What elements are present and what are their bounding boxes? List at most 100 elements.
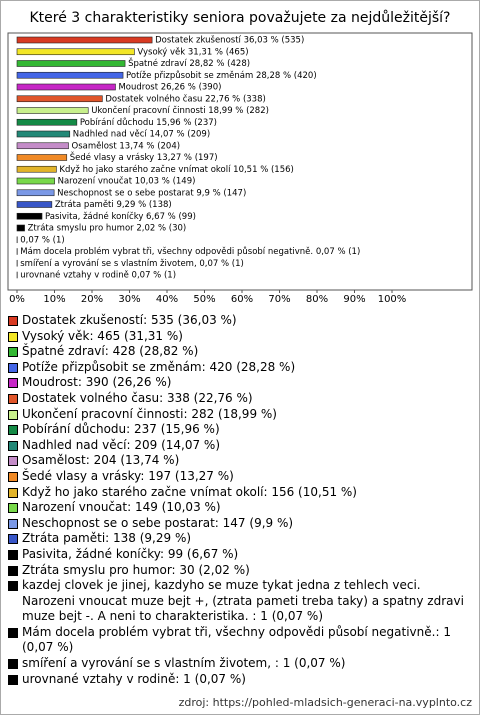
bar <box>16 177 55 185</box>
x-tick-label: 80% <box>306 294 328 305</box>
legend-swatch <box>8 393 18 404</box>
legend-swatch <box>8 518 18 529</box>
bar <box>16 95 103 103</box>
legend-swatch <box>8 627 18 638</box>
bar <box>16 48 135 56</box>
legend-label: Moudrost: 390 (26,26 %) <box>22 375 172 390</box>
legend-item: Mám docela problém vybrat tři, všechny o… <box>8 625 470 656</box>
legend-item: Ztráta paměti: 138 (9,29 %) <box>8 531 470 547</box>
legend-label: Pasivita, žádné koníčky: 99 (6,67 %) <box>22 546 239 561</box>
legend-label: Vysoký věk: 465 (31,31 %) <box>22 328 183 343</box>
bar <box>16 36 153 44</box>
bar <box>16 201 53 208</box>
plot-frame <box>7 32 473 291</box>
legend-item: Špatné zdraví: 428 (28,82 %) <box>8 344 470 360</box>
bar <box>16 118 78 126</box>
legend-label: Ukončení pracovní činnosti: 282 (18,99 %… <box>22 406 277 421</box>
legend-label: Osamělost: 204 (13,74 %) <box>22 453 180 468</box>
legend-label: Šedé vlasy a vrásky: 197 (13,27 %) <box>22 468 234 483</box>
legend-item: Potíže přizpůsobit se změnám: 420 (28,28… <box>8 360 470 376</box>
bar-label: Dostatek volného času 22,76 % (338) <box>105 93 265 104</box>
legend-swatch <box>8 409 18 420</box>
bar <box>16 224 25 232</box>
legend-label: smíření a vyrování se s vlastním životem… <box>22 656 346 671</box>
legend-label: Ztráta paměti: 138 (9,29 %) <box>22 531 192 546</box>
bar <box>16 154 68 161</box>
legend-swatch <box>8 549 18 560</box>
legend-label: Narození vnoučat: 149 (10,03 %) <box>22 500 221 515</box>
bar-label: Osamělost 13,74 % (204) <box>72 141 181 151</box>
legend-label: Potíže přizpůsobit se změnám: 420 (28,28… <box>22 359 296 374</box>
legend-swatch <box>8 487 18 498</box>
legend-swatch <box>8 471 18 482</box>
bar-label: Nadhled nad věcí 14,07 % (209) <box>73 130 210 140</box>
legend-swatch <box>8 581 18 592</box>
legend-swatch <box>8 674 18 685</box>
bar-label: Moudrost 26,26 % (390) <box>118 83 221 93</box>
x-tick-label: 40% <box>156 294 178 305</box>
legend-swatch <box>8 534 18 545</box>
legend-label: Dostatek zkušeností: 535 (36,03 %) <box>22 313 237 327</box>
x-tick-label: 50% <box>193 294 215 305</box>
bar-label: urovnané vztahy v rodině 0,07 % (1) <box>20 270 176 281</box>
bar-label: Dostatek zkušeností 36,03 % (535) <box>155 35 304 46</box>
legend-label: Mám docela problém vybrat tři, všechny o… <box>22 624 451 655</box>
bar <box>16 189 55 197</box>
legend-swatch <box>8 316 18 326</box>
legend-swatch <box>8 331 18 342</box>
bar <box>16 142 69 150</box>
legend-swatch <box>8 565 18 576</box>
legend-item: Pasivita, žádné koníčky: 99 (6,67 %) <box>8 547 470 563</box>
legend-swatch <box>8 347 18 358</box>
bar-label: Pasivita, žádné koníčky 6,67 % (99) <box>45 211 196 222</box>
legend-swatch <box>8 440 18 451</box>
legend-label: Dostatek volného času: 338 (22,76 %) <box>22 390 253 405</box>
legend-item: Pobírání důchodu: 237 (15,96 %) <box>8 422 470 438</box>
legend-item: smíření a vyrování se s vlastním životem… <box>8 656 470 672</box>
bar <box>16 212 43 220</box>
chart-title: Které 3 charakteristiky seniora považuje… <box>30 10 451 26</box>
legend-item: urovnané vztahy v rodině: 1 (0,07 %) <box>8 672 470 688</box>
legend-item: Nadhled nad věcí: 209 (14,07 %) <box>8 438 470 454</box>
x-tick-label: 30% <box>118 294 140 305</box>
legend-label: Nadhled nad věcí: 209 (14,07 %) <box>22 437 221 452</box>
x-tick-label: 0% <box>9 294 25 305</box>
legend-swatch <box>8 425 18 436</box>
legend-label: Pobírání důchodu: 237 (15,96 %) <box>22 422 220 437</box>
legend: Dostatek zkušeností: 535 (36,03 %) Vysoký… <box>8 313 470 687</box>
bar-label: Mám docela problém vybrat tři, všechny o… <box>20 246 360 257</box>
chart: Které 3 charakteristiky seniora považuje… <box>7 10 473 305</box>
legend-label: Neschopnost se o sebe postarat: 147 (9,9… <box>22 515 294 530</box>
legend-label: Ztráta smyslu pro humor: 30 (2,02 %) <box>22 562 250 577</box>
legend-item: Dostatek zkušeností: 535 (36,03 %) <box>8 313 470 329</box>
bar-label: Neschopnost se o sebe postarat 9,9 % (14… <box>57 188 246 198</box>
legend-swatch <box>8 362 18 373</box>
bar <box>16 60 126 67</box>
x-tick-label: 100% <box>378 294 407 305</box>
legend-swatch <box>8 456 18 467</box>
legend-label: Špatné zdraví: 428 (28,82 %) <box>22 344 199 359</box>
bar-label: Šedé vlasy a vrásky 13,27 % (197) <box>70 151 218 163</box>
bar-label: Narození vnoučat 10,03 % (149) <box>58 176 196 187</box>
bar-label: Ztráta paměti 9,29 % (138) <box>55 200 172 210</box>
legend-item: Neschopnost se o sebe postarat: 147 (9,9… <box>8 516 470 532</box>
bar-label: Ztráta smyslu pro humor 2,02 % (30) <box>28 224 187 234</box>
legend-item: Narození vnoučat: 149 (10,03 %) <box>8 500 470 516</box>
legend-swatch <box>8 378 18 389</box>
bar-label: Vysoký věk 31,31 % (465) <box>137 47 248 57</box>
legend-item: Když ho jako starého začne vnímat okolí:… <box>8 485 470 501</box>
legend-label: kazdej clovek je jinej, kazdyho se muze … <box>22 578 464 624</box>
legend-item: Šedé vlasy a vrásky: 197 (13,27 %) <box>8 469 470 485</box>
bar <box>16 83 116 91</box>
bar-label: Pobírání důchodu 15,96 % (237) <box>80 117 217 128</box>
legend-item: Vysoký věk: 465 (31,31 %) <box>8 329 470 345</box>
x-tick-label: 10% <box>43 294 65 305</box>
legend-item: Ukončení pracovní činnosti: 282 (18,99 %… <box>8 407 470 423</box>
legend-item: Ztráta smyslu pro humor: 30 (2,02 %) <box>8 563 470 579</box>
legend-swatch <box>8 659 18 670</box>
bar <box>16 130 71 138</box>
legend-label: Když ho jako starého začne vnímat okolí:… <box>22 484 357 499</box>
bar <box>16 165 57 173</box>
legend-item: Osamělost: 204 (13,74 %) <box>8 453 470 469</box>
